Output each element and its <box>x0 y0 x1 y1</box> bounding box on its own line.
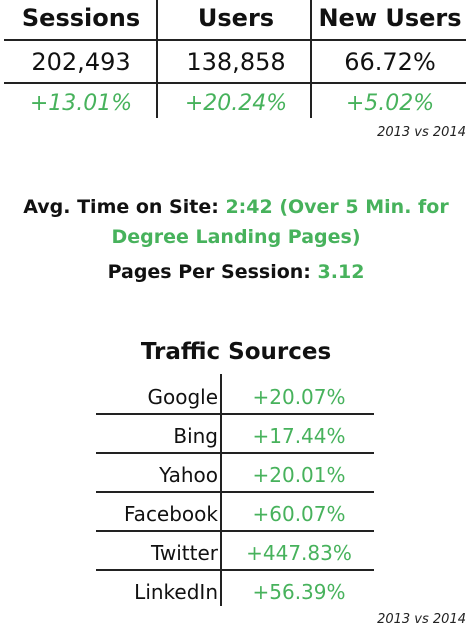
source-change: +56.39% <box>252 580 346 604</box>
stats-column-separator <box>310 0 312 118</box>
source-name: Facebook <box>124 502 218 526</box>
traffic-column-separator <box>220 374 222 606</box>
stats-column-separator <box>156 0 158 118</box>
row-divider <box>96 413 374 415</box>
pages-per-session-value: 3.12 <box>317 261 365 283</box>
row-divider <box>96 530 374 532</box>
traffic-sources-table: Google +20.07% Bing +17.44% Yahoo +20.01… <box>96 376 376 610</box>
traffic-sources-title: Traffic Sources <box>140 339 332 365</box>
avg-time-value: 2:42 (Over 5 Min. for <box>225 196 449 218</box>
pages-per-session-label: Pages Per Session: <box>107 261 311 283</box>
source-name: LinkedIn <box>134 580 218 604</box>
stats-divider <box>4 82 466 84</box>
sessions-value: 202,493 <box>31 48 131 76</box>
stats-divider <box>4 39 466 41</box>
source-name: Bing <box>173 424 218 448</box>
table-row: Google +20.07% <box>96 376 376 415</box>
table-row: Yahoo +20.01% <box>96 454 376 493</box>
table-row: LinkedIn +56.39% <box>96 571 376 610</box>
users-change: +20.24% <box>184 91 288 116</box>
pages-per-session-line: Pages Per Session: 3.12 <box>0 257 472 287</box>
table-row: Bing +17.44% <box>96 415 376 454</box>
new-users-value: 66.72% <box>344 48 436 76</box>
traffic-comparison-note: 2013 vs 2014 <box>377 612 466 627</box>
source-change: +447.83% <box>246 541 352 565</box>
source-change: +17.44% <box>252 424 346 448</box>
sessions-change: +13.01% <box>29 91 133 116</box>
new-users-change: +5.02% <box>345 91 435 116</box>
row-divider <box>96 491 374 493</box>
row-divider <box>96 569 374 571</box>
avg-time-line: Avg. Time on Site: 2:42 (Over 5 Min. for <box>0 192 472 222</box>
source-name: Google <box>147 385 218 409</box>
comparison-note: 2013 vs 2014 <box>377 125 466 140</box>
users-header: Users <box>197 4 275 32</box>
source-change: +60.07% <box>252 502 346 526</box>
avg-time-label: Avg. Time on Site: <box>23 196 219 218</box>
source-name: Yahoo <box>159 463 218 487</box>
row-divider <box>96 452 374 454</box>
table-row: Twitter +447.83% <box>96 532 376 571</box>
avg-time-value-continued: Degree Landing Pages) <box>111 226 361 248</box>
sessions-header: Sessions <box>21 4 141 32</box>
source-change: +20.01% <box>252 463 346 487</box>
users-value: 138,858 <box>186 48 286 76</box>
source-name: Twitter <box>150 541 218 565</box>
table-row: Facebook +60.07% <box>96 493 376 532</box>
new-users-header: New Users <box>318 4 462 32</box>
source-change: +20.07% <box>252 385 346 409</box>
